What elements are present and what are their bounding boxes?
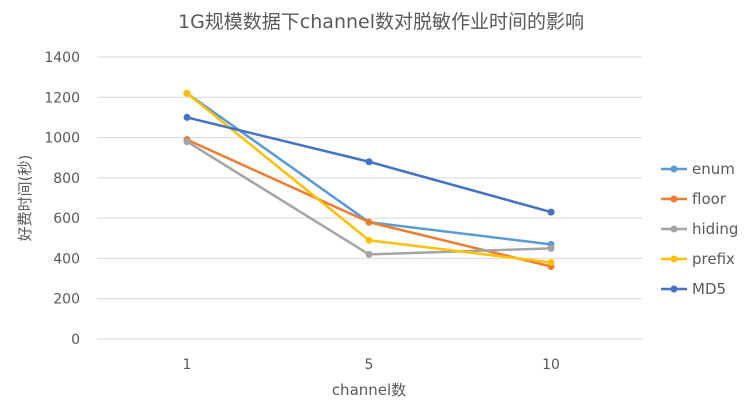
chart-title: 1G规模数据下channel数对脱敏作业时间的影响: [178, 11, 584, 33]
x-tick-label: 1: [183, 357, 192, 373]
legend-swatch-marker: [670, 225, 678, 233]
legend-label: floor: [692, 190, 727, 208]
y-tick-labels: 0 200 400 600 800 1000 1200 1400: [44, 50, 80, 348]
legend-item: floor: [661, 190, 727, 208]
legend-item: hiding: [661, 220, 738, 238]
y-tick-label: 200: [53, 292, 80, 308]
y-tick-label: 1400: [44, 50, 80, 66]
y-axis-title: 好费时间(秒): [16, 155, 34, 242]
legend-swatch-marker: [670, 165, 678, 173]
legend-label: enum: [692, 160, 735, 178]
legend-label: prefix: [692, 250, 735, 268]
y-tick-label: 600: [53, 211, 80, 227]
legend-swatch-marker: [670, 195, 678, 203]
data-point: [547, 208, 555, 216]
gridlines: [97, 56, 642, 340]
legend-item: MD5: [661, 280, 726, 298]
series-hiding: [183, 138, 555, 258]
y-tick-label: 1200: [44, 90, 80, 106]
data-point: [183, 113, 191, 121]
data-point: [365, 158, 373, 166]
data-point: [547, 244, 555, 252]
data-point: [365, 236, 373, 244]
y-tick-label: 0: [71, 332, 80, 348]
data-point: [365, 218, 373, 226]
legend-item: enum: [661, 160, 735, 178]
x-tick-label: 10: [542, 357, 560, 373]
legend-swatch-marker: [670, 285, 678, 293]
x-tick-label: 5: [365, 357, 374, 373]
x-axis-title: channel数: [332, 381, 406, 399]
y-tick-label: 1000: [44, 131, 80, 147]
series-md5: [183, 113, 555, 216]
legend-label: MD5: [692, 280, 726, 298]
legend: enum floor hiding prefix MD5: [661, 160, 738, 298]
x-tick-labels: 1 5 10: [183, 357, 560, 373]
series-prefix: [183, 89, 555, 266]
legend-label: hiding: [692, 220, 738, 238]
data-point: [547, 258, 555, 266]
data-point: [365, 250, 373, 258]
series-lines: [183, 89, 555, 270]
y-tick-label: 400: [53, 251, 80, 267]
legend-item: prefix: [661, 250, 735, 268]
y-tick-label: 800: [53, 171, 80, 187]
data-point: [183, 89, 191, 97]
legend-swatch-marker: [670, 255, 678, 263]
data-point: [183, 138, 191, 146]
